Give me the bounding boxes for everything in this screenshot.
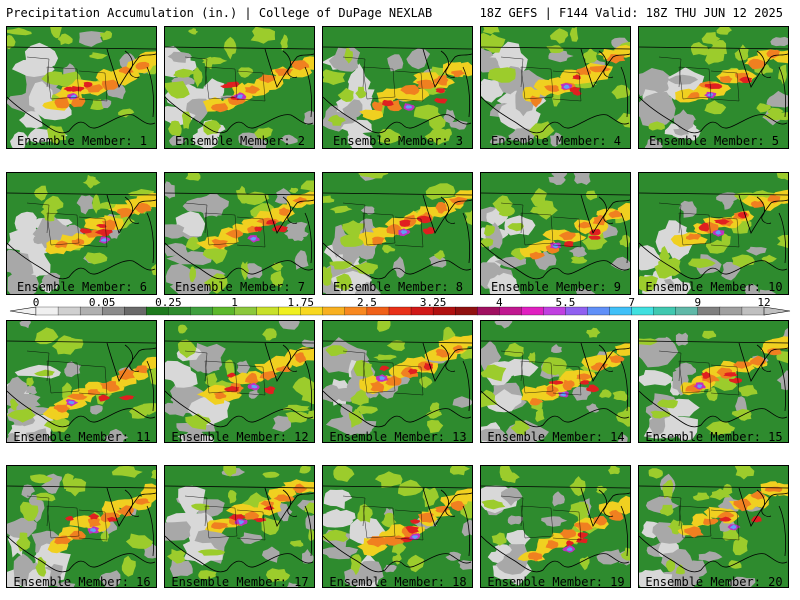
precipitation-map [165,27,314,148]
ensemble-member-label: Ensemble Member: 7 [174,280,306,294]
ensemble-member-label: Ensemble Member: 14 [487,430,625,444]
colorbar-swatch [388,306,412,316]
map-title: Precipitation Accumulation (in.) | Colle… [6,6,433,20]
colorbar-swatch [587,306,611,316]
ensemble-member-map [164,465,315,588]
precipitation-map [7,321,156,442]
colorbar-tick-label: 1 [231,296,238,309]
ensemble-member-label: Ensemble Member: 13 [329,430,467,444]
precipitation-map [481,321,630,442]
precipitation-map [639,466,788,587]
ensemble-member-label: Ensemble Member: 8 [332,280,464,294]
ensemble-member-label: Ensemble Member: 18 [329,575,467,589]
colorbar-swatch [124,306,147,316]
colorbar-tick-label: 3.25 [419,296,447,309]
colorbar-swatch [256,306,280,316]
ensemble-member-label: Ensemble Member: 19 [487,575,625,589]
ensemble-member-map [638,465,789,588]
colorbar-tick-label: 1.75 [287,296,314,309]
colorbar-tick-label: 5.5 [555,296,576,309]
ensemble-member-map [6,172,157,295]
ensemble-member-map [480,465,631,588]
ensemble-member-map [480,26,631,149]
colorbar-tick-label: 0.25 [155,296,182,309]
ensemble-member-map [164,26,315,149]
precipitation-map [165,466,314,587]
precipitation-map [165,321,314,442]
colorbar-tick-label: 4 [495,296,503,309]
precipitation-map [481,466,630,587]
precipitation-map [7,466,156,587]
precipitation-map [323,173,472,294]
ensemble-member-map [164,320,315,443]
precipitation-map [7,173,156,294]
colorbar-swatch [234,306,258,316]
precipitation-map [165,173,314,294]
colorbar-max-arrow [763,306,791,316]
colorbar-swatch [631,306,655,316]
precipitation-map [323,466,472,587]
precipitation-map [639,27,788,148]
ensemble-member-label: Ensemble Member: 11 [13,430,151,444]
colorbar-tick-label: 0 [32,296,40,309]
precipitation-map [323,321,472,442]
ensemble-member-label: Ensemble Member: 4 [490,134,622,148]
precipitation-colorbar: 0 0.05 0.25 1 1.75 2.5 3.25 4 5.5 7 9 12 [0,296,800,318]
ensemble-member-map [6,26,157,149]
colorbar-tick-label: 7 [628,296,635,309]
model-run-info: 18Z GEFS | F144 Valid: 18Z THU JUN 12 20… [479,6,783,20]
ensemble-member-map [6,320,157,443]
ensemble-member-label: Ensemble Member: 17 [171,575,309,589]
colorbar-tick-label: 9 [694,296,702,309]
colorbar-swatch [190,306,213,316]
ensemble-member-map [638,320,789,443]
ensemble-member-map [322,320,473,443]
colorbar-swatch [57,306,81,316]
ensemble-member-label: Ensemble Member: 10 [645,280,783,294]
ensemble-member-label: Ensemble Member: 12 [171,430,309,444]
ensemble-member-label: Ensemble Member: 5 [648,134,780,148]
ensemble-member-label: Ensemble Member: 6 [16,280,148,294]
precipitation-map [7,27,156,148]
colorbar-swatch [697,306,721,316]
precipitation-map [323,27,472,148]
ensemble-member-label: Ensemble Member: 3 [332,134,464,148]
ensemble-member-label: Ensemble Member: 9 [490,280,622,294]
precipitation-map [639,173,788,294]
ensemble-member-map [480,320,631,443]
ensemble-member-label: Ensemble Member: 15 [645,430,783,444]
precipitation-map [481,173,630,294]
ensemble-member-map [164,172,315,295]
ensemble-member-label: Ensemble Member: 1 [16,134,148,148]
ensemble-member-map [322,172,473,295]
precipitation-map [481,27,630,148]
colorbar-swatch [454,306,478,316]
colorbar-swatch [719,306,743,316]
colorbar-swatch [653,306,677,316]
precipitation-map [639,321,788,442]
ensemble-member-map [322,465,473,588]
colorbar-swatch [322,306,346,316]
ensemble-member-map [638,26,789,149]
colorbar-tick-label: 0.05 [88,296,116,309]
ensemble-member-map [480,172,631,295]
ensemble-member-map [6,465,157,588]
ensemble-member-label: Ensemble Member: 20 [645,575,783,589]
ensemble-member-label: Ensemble Member: 2 [174,134,306,148]
ensemble-member-label: Ensemble Member: 16 [13,575,151,589]
colorbar-swatch [35,306,59,316]
colorbar-tick-label: 2.5 [356,296,377,309]
ensemble-member-map [638,172,789,295]
colorbar-tick-label: 12 [757,296,771,309]
colorbar-swatch [521,306,544,316]
colorbar-graphic [9,306,791,316]
ensemble-member-map [322,26,473,149]
